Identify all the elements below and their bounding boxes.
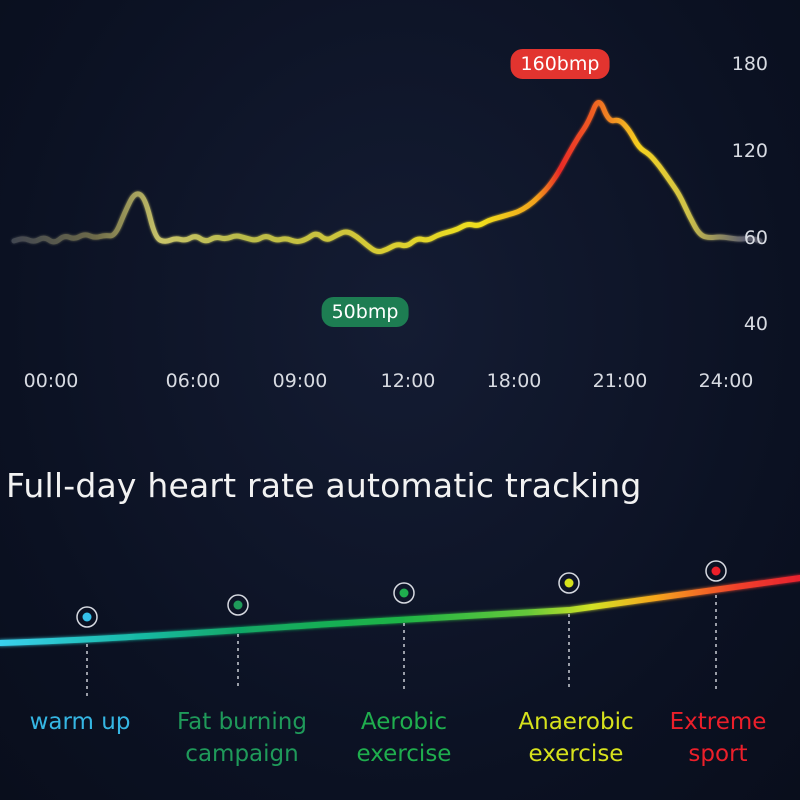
zone-marker-warm-up	[76, 606, 98, 696]
zone-label-line: warm up	[29, 709, 131, 735]
zone-label-line: Aerobic	[360, 709, 448, 735]
zone-label-line: Anaerobic	[518, 709, 634, 735]
intensity-gradient-curve	[0, 575, 800, 646]
zone-label-warm-up: warm up	[0, 706, 165, 738]
zone-label-line: exercise	[528, 741, 624, 767]
x-tick-label: 12:00	[380, 370, 436, 392]
headline: Full-day heart rate automatic tracking	[6, 466, 642, 505]
heart-rate-chart	[11, 100, 763, 254]
y-tick-label: 180	[731, 53, 768, 75]
zone-label-line: Extreme	[669, 709, 767, 735]
zone-marker-aerobic	[393, 582, 415, 690]
zone-label-line: sport	[688, 741, 748, 767]
x-tick-label: 24:00	[698, 370, 754, 392]
zone-label-anaerobic: Anaerobic exercise	[491, 706, 661, 770]
min-heart-rate-badge: 50bmp	[321, 297, 409, 327]
zone-label-fat-burning: Fat burning campaign	[157, 706, 327, 770]
y-tick-label: 60	[743, 227, 768, 249]
zone-label-line: campaign	[185, 741, 299, 767]
zone-marker-extreme	[705, 560, 727, 690]
y-tick-label: 120	[731, 140, 768, 162]
x-tick-label: 00:00	[23, 370, 79, 392]
zone-label-extreme: Extreme sport	[633, 706, 800, 770]
y-tick-label: 40	[743, 313, 768, 335]
zone-marker-fat-burning	[227, 594, 249, 690]
zone-label-line: Fat burning	[177, 709, 307, 735]
zone-label-aerobic: Aerobic exercise	[319, 706, 489, 770]
x-tick-label: 06:00	[165, 370, 221, 392]
max-heart-rate-badge: 160bmp	[510, 49, 610, 79]
x-tick-label: 18:00	[486, 370, 542, 392]
intensity-zones-scale	[0, 560, 800, 696]
zone-label-line: exercise	[356, 741, 452, 767]
x-tick-label: 21:00	[592, 370, 648, 392]
x-tick-label: 09:00	[272, 370, 328, 392]
zone-marker-anaerobic	[558, 572, 580, 690]
heart-rate-series-line	[11, 100, 763, 254]
